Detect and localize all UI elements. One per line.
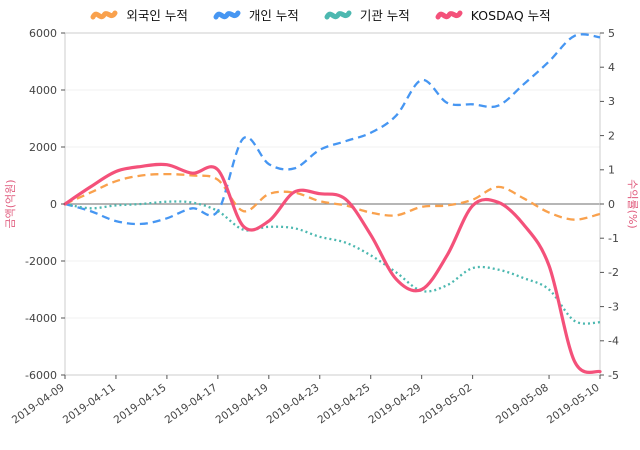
svg-text:-4: -4 [608, 335, 619, 348]
legend-key-individual-icon [213, 10, 241, 19]
svg-text:2019-04-17: 2019-04-17 [163, 382, 220, 427]
svg-text:0: 0 [608, 198, 615, 211]
svg-text:3: 3 [608, 95, 615, 108]
gridlines [64, 32, 601, 376]
svg-text:2: 2 [608, 129, 615, 142]
legend-key-kosdaq-icon [435, 10, 463, 19]
svg-text:0: 0 [50, 198, 57, 211]
svg-text:2000: 2000 [29, 141, 57, 154]
svg-text:5: 5 [608, 27, 615, 40]
legend-label-foreigner: 외국인 누적 [126, 8, 188, 23]
svg-text:2019-05-02: 2019-05-02 [417, 382, 474, 427]
svg-text:2019-04-25: 2019-04-25 [316, 382, 373, 427]
svg-text:2019-04-29: 2019-04-29 [367, 382, 424, 427]
legend-item-kosdaq: KOSDAQ 누적 [434, 5, 551, 24]
chart-legend: 외국인 누적 개인 누적 기관 누적 KOSDAQ 누적 [0, 5, 640, 24]
svg-text:2019-05-10: 2019-05-10 [545, 382, 602, 427]
svg-text:1: 1 [608, 164, 615, 177]
svg-text:2019-04-19: 2019-04-19 [214, 382, 271, 427]
legend-item-foreigner: 외국인 누적 [89, 5, 188, 24]
svg-text:2019-04-23: 2019-04-23 [265, 382, 322, 427]
axis-tick-labels: -6000 -4000 -2000 0 2000 4000 6000 -5 -4 -3 -2 -1 0 1… [10, 27, 619, 427]
svg-text:6000: 6000 [29, 27, 57, 40]
svg-text:-6000: -6000 [25, 369, 57, 382]
legend-key-foreigner-icon [90, 10, 118, 19]
svg-text:2019-04-15: 2019-04-15 [112, 382, 169, 427]
svg-text:-1: -1 [608, 232, 619, 245]
svg-text:2019-05-08: 2019-05-08 [494, 382, 551, 427]
svg-text:-2: -2 [608, 266, 619, 279]
svg-text:4000: 4000 [29, 84, 57, 97]
legend-label-institution: 기관 누적 [359, 8, 410, 23]
legend-key-institution-icon [324, 10, 352, 19]
series-lines [63, 33, 602, 375]
right-axis-title: 수익률(%) [626, 179, 639, 228]
legend-item-individual: 개인 누적 [212, 5, 299, 24]
legend-item-institution: 기관 누적 [323, 5, 410, 24]
legend-label-individual: 개인 누적 [248, 8, 299, 23]
svg-text:-5: -5 [608, 369, 619, 382]
svg-text:2019-04-11: 2019-04-11 [61, 382, 118, 427]
svg-text:-4000: -4000 [25, 312, 57, 325]
left-axis-title: 금액(억원) [4, 179, 17, 228]
svg-text:-2000: -2000 [25, 255, 57, 268]
legend-label-kosdaq: KOSDAQ 누적 [470, 8, 551, 23]
svg-text:4: 4 [608, 61, 615, 74]
svg-text:-3: -3 [608, 300, 619, 313]
svg-text:2019-04-09: 2019-04-09 [10, 382, 67, 427]
